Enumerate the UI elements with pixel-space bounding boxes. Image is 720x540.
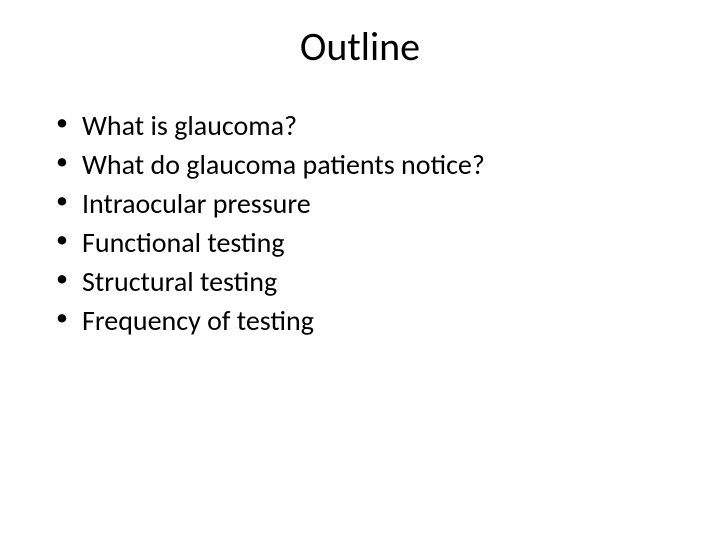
slide-body: What is glaucoma? What do glaucoma patie… (54, 108, 666, 342)
list-item: Frequency of testing (54, 303, 666, 338)
list-item: What do glaucoma patients notice? (54, 147, 666, 182)
list-item: Intraocular pressure (54, 186, 666, 221)
slide: Outline What is glaucoma? What do glauco… (0, 0, 720, 540)
slide-title: Outline (0, 22, 720, 71)
list-item: Functional testing (54, 225, 666, 260)
list-item: Structural testing (54, 264, 666, 299)
list-item: What is glaucoma? (54, 108, 666, 143)
bullet-list: What is glaucoma? What do glaucoma patie… (54, 108, 666, 338)
